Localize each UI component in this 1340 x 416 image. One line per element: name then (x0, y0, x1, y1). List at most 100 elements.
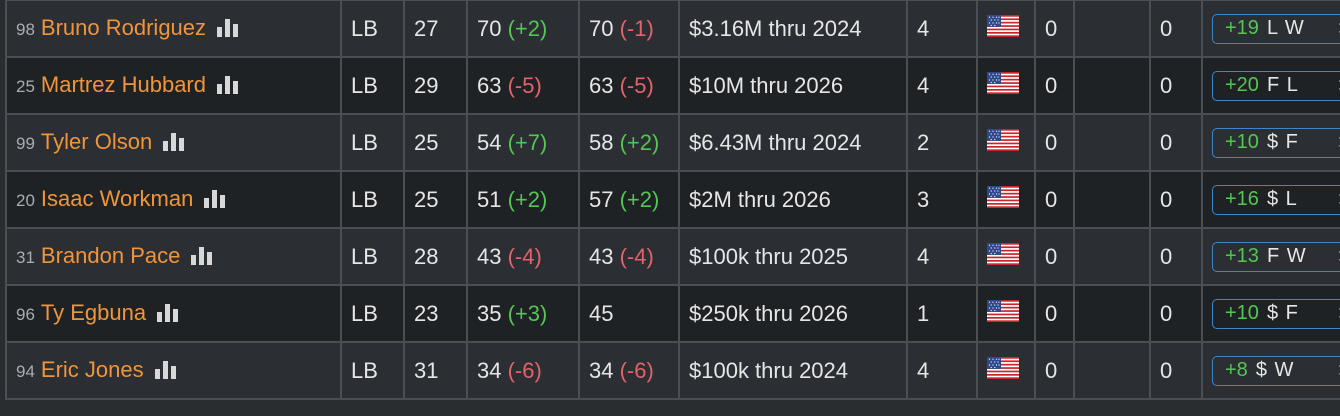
ovr-delta: (+7) (507, 129, 548, 155)
jersey-number: 96 (16, 304, 35, 324)
mood-button[interactable]: +10 $ F > (1212, 298, 1340, 329)
col-a-cell: 0 (1034, 341, 1075, 400)
country-cell (976, 284, 1036, 343)
player-cell: 25 Martrez Hubbard (5, 56, 342, 115)
player-name-link[interactable]: Isaac Workman (40, 185, 194, 211)
col-c-cell: 0 (1149, 113, 1203, 172)
table-row[interactable]: 94 Eric Jones LB 31 34 (-6) 34 (-6) $100k… (5, 341, 1340, 400)
mood-value: +10 (1225, 130, 1259, 153)
pot-value: 70 (589, 15, 614, 41)
age-cell: 25 (403, 170, 468, 229)
mood-traits: L W (1266, 16, 1305, 39)
age-cell: 27 (403, 0, 468, 58)
contract-cell: $100k thru 2025 (678, 227, 908, 286)
chevron-right-icon: > (1338, 246, 1340, 267)
mood-button[interactable]: +20 F L > (1212, 70, 1340, 101)
mood-traits: F W (1266, 244, 1307, 267)
mood-value: +8 (1225, 358, 1248, 381)
country-cell (976, 113, 1036, 172)
col-a-cell: 0 (1034, 284, 1075, 343)
position-cell: LB (340, 0, 405, 58)
player-name-link[interactable]: Eric Jones (40, 356, 144, 382)
mood-cell: +20 F L > (1201, 56, 1340, 115)
mood-traits: $ L (1266, 187, 1298, 210)
table-row[interactable]: 20 Isaac Workman LB 25 51 (+2) 57 (+2) $2… (5, 170, 1340, 229)
mood-traits: $ F (1266, 130, 1299, 153)
player-cell: 96 Ty Egbuna (5, 284, 342, 343)
col-b-cell (1073, 284, 1151, 343)
age-cell: 23 (403, 284, 468, 343)
bar-chart-icon[interactable] (191, 245, 213, 271)
pot-cell: 70 (-1) (578, 0, 680, 58)
us-flag-icon (987, 356, 1019, 385)
us-flag-icon (987, 299, 1019, 328)
mood-button[interactable]: +10 $ F > (1212, 127, 1340, 158)
col-b-cell (1073, 341, 1151, 400)
ovr-delta: (-6) (507, 357, 542, 383)
jersey-number: 98 (16, 19, 35, 39)
bar-chart-icon[interactable] (217, 17, 239, 43)
player-cell: 94 Eric Jones (5, 341, 342, 400)
country-cell (976, 341, 1036, 400)
us-flag-icon (987, 242, 1019, 271)
position-cell: LB (340, 227, 405, 286)
position-cell: LB (340, 284, 405, 343)
player-name-link[interactable]: Brandon Pace (40, 242, 181, 268)
bar-chart-icon[interactable] (154, 359, 177, 385)
player-name-link[interactable]: Ty Egbuna (40, 299, 147, 325)
ovr-value: 51 (477, 186, 502, 212)
mood-button[interactable]: +16 $ L > (1212, 184, 1340, 215)
mood-button[interactable]: +13 F W > (1212, 241, 1340, 272)
ovr-delta: (-4) (507, 243, 542, 269)
table-row[interactable]: 31 Brandon Pace LB 28 43 (-4) 43 (-4) $10… (5, 227, 1340, 286)
age-cell: 29 (403, 56, 468, 115)
mood-value: +13 (1225, 244, 1259, 267)
age-cell: 28 (403, 227, 468, 286)
bar-chart-icon[interactable] (163, 131, 185, 157)
player-name-link[interactable]: Bruno Rodriguez (40, 14, 207, 40)
table-row[interactable]: 96 Ty Egbuna LB 23 35 (+3) 45 $250k thru … (5, 284, 1340, 343)
player-name-link[interactable]: Martrez Hubbard (40, 71, 206, 97)
mood-button[interactable]: +8 $ W > (1212, 355, 1340, 386)
exp-cell: 1 (906, 284, 978, 343)
position-cell: LB (340, 170, 405, 229)
col-b-cell (1073, 0, 1151, 58)
country-cell (976, 0, 1036, 58)
ovr-value: 63 (477, 72, 502, 98)
bar-chart-icon[interactable] (204, 188, 226, 214)
exp-cell: 4 (906, 227, 978, 286)
position-cell: LB (340, 341, 405, 400)
ovr-value: 54 (477, 129, 502, 155)
pot-cell: 63 (-5) (578, 56, 680, 115)
ovr-cell: 43 (-4) (466, 227, 580, 286)
col-b-cell (1073, 56, 1151, 115)
bar-chart-icon[interactable] (157, 302, 179, 328)
pot-value: 43 (589, 243, 614, 269)
mood-button[interactable]: +19 L W > (1212, 13, 1340, 44)
mood-value: +10 (1225, 301, 1259, 324)
player-name-link[interactable]: Tyler Olson (40, 128, 153, 154)
ovr-delta: (-5) (507, 72, 542, 98)
bar-chart-icon[interactable] (217, 74, 239, 100)
col-a-cell: 0 (1034, 0, 1075, 58)
mood-cell: +8 $ W > (1201, 341, 1340, 400)
col-a-cell: 0 (1034, 113, 1075, 172)
chevron-right-icon: > (1338, 303, 1340, 324)
player-cell: 31 Brandon Pace (5, 227, 342, 286)
table-row[interactable]: 99 Tyler Olson LB 25 54 (+7) 58 (+2) $6.4… (5, 113, 1340, 172)
table-row[interactable]: 98 Bruno Rodriguez LB 27 70 (+2) 70 (-1) … (5, 0, 1340, 58)
pot-value: 58 (589, 129, 614, 155)
table-row[interactable]: 25 Martrez Hubbard LB 29 63 (-5) 63 (-5) … (5, 56, 1340, 115)
mood-cell: +10 $ F > (1201, 113, 1340, 172)
ovr-delta: (+3) (507, 300, 548, 326)
player-cell: 99 Tyler Olson (5, 113, 342, 172)
exp-cell: 4 (906, 0, 978, 58)
pot-delta: (-1) (619, 15, 654, 41)
chevron-right-icon: > (1338, 360, 1340, 381)
country-cell (976, 56, 1036, 115)
col-b-cell (1073, 113, 1151, 172)
player-cell: 98 Bruno Rodriguez (5, 0, 342, 58)
jersey-number: 20 (16, 190, 35, 210)
ovr-cell: 35 (+3) (466, 284, 580, 343)
pot-cell: 45 (578, 284, 680, 343)
